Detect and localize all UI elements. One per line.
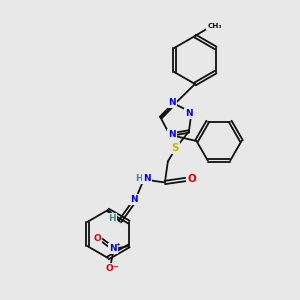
Text: O: O [93,234,101,243]
Text: N: N [168,98,176,107]
Text: H: H [109,214,116,223]
Text: CH₃: CH₃ [207,22,222,28]
Text: S: S [172,143,179,153]
Text: O: O [188,175,196,184]
Text: N: N [143,174,151,183]
Text: N: N [130,195,138,204]
Text: +: + [115,242,120,247]
Text: O: O [105,264,113,273]
Text: H: H [136,174,143,183]
Text: N: N [110,244,117,253]
Text: N: N [168,130,176,139]
Text: −: − [112,264,118,270]
Text: N: N [185,109,193,118]
